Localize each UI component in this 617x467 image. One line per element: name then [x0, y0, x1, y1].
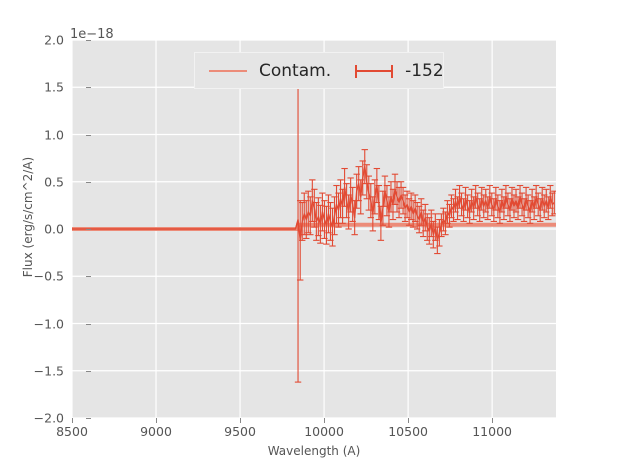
- legend-label-target: -152: [405, 60, 444, 81]
- y-tick-mark: [86, 87, 91, 89]
- y-tick-label: 1.5: [44, 79, 64, 95]
- y-tick-label: 2.0: [44, 32, 64, 48]
- legend-line-swatch-icon: [207, 62, 249, 80]
- y-tick-label: −0.5: [33, 268, 64, 284]
- y-tick-label: −1.5: [33, 363, 64, 379]
- spectrum-line: [72, 165, 555, 242]
- y-tick-labels: −2.0 −1.5 −1.0 −0.5 0.0 0.5 1.0 1.5 2.0: [20, 0, 91, 467]
- y-tick-mark: [86, 276, 91, 278]
- y-axis-title: Flux (erg/s/cm^2/A): [21, 156, 35, 278]
- plot-area: [72, 40, 556, 418]
- legend-label-contam: Contam.: [259, 60, 332, 81]
- plot-svg: [72, 40, 556, 418]
- x-tick-mark: [408, 418, 410, 423]
- y-tick-label: 0.0: [44, 221, 64, 237]
- x-tick-mark: [492, 418, 494, 423]
- y-tick-mark: [86, 40, 91, 41]
- x-tick-mark: [240, 418, 242, 423]
- x-tick-mark: [324, 418, 326, 423]
- legend-entry-target: -152: [353, 61, 444, 81]
- y-axis-offset-text: 1e−18: [70, 27, 114, 42]
- legend-entry-contam: Contam.: [207, 61, 331, 81]
- x-tick-label: 9000: [140, 424, 172, 439]
- y-tick-label: −2.0: [33, 410, 64, 426]
- x-tick-label: 8500: [56, 424, 88, 439]
- x-tick-mark: [72, 418, 73, 423]
- y-tick-mark: [86, 323, 91, 325]
- y-tick-mark: [86, 418, 91, 419]
- legend-errorbar-swatch-icon: [353, 62, 395, 80]
- x-tick-label: 9500: [224, 424, 256, 439]
- legend: Contam. -152: [194, 52, 444, 89]
- y-tick-label: −1.0: [33, 316, 64, 331]
- x-tick-label: 10000: [304, 424, 344, 439]
- x-tick-label: 10500: [388, 424, 428, 439]
- y-tick-mark: [86, 229, 91, 230]
- y-tick-mark: [86, 181, 91, 183]
- y-tick-mark: [86, 134, 91, 136]
- y-tick-label: 0.5: [44, 174, 64, 190]
- y-tick-label: 1.0: [44, 127, 64, 142]
- x-tick-label: 11000: [472, 424, 512, 439]
- y-tick-mark: [86, 370, 91, 372]
- x-axis-title: Wavelength (A): [267, 444, 361, 458]
- x-tick-mark: [156, 418, 158, 423]
